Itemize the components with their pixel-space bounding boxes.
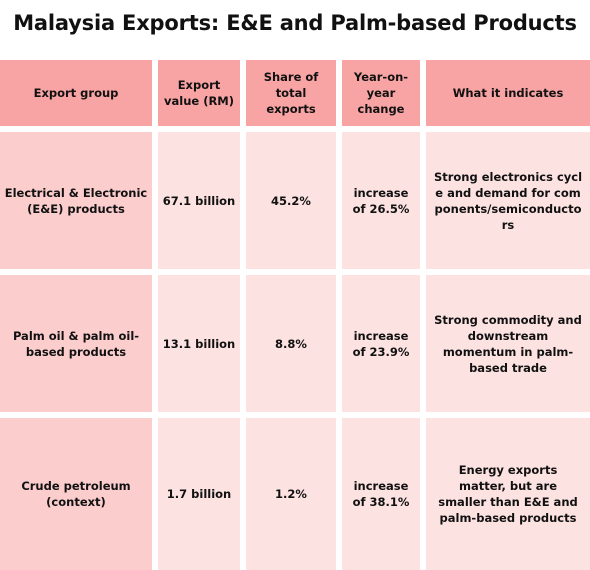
header-label: Export group xyxy=(33,86,119,100)
header-share-of-total: Share of total exports xyxy=(246,60,336,126)
row-1-export-group: Electrical & Electronic (E&E) products xyxy=(0,132,152,269)
cell-text: Palm oil & palm oil-based products xyxy=(12,328,140,359)
cell-text: Crude petroleum (context) xyxy=(21,479,131,509)
cell-text: Strong electronics cycle and demand for … xyxy=(433,169,583,232)
row-2-share: 8.8% xyxy=(246,275,336,412)
cell-text: increase of 38.1% xyxy=(352,479,410,509)
cell-text: increase of 23.9% xyxy=(352,328,410,359)
row-1-change: increase of 26.5% xyxy=(342,132,420,269)
row-3-export-group: Crude petroleum (context) xyxy=(0,418,152,570)
header-what-it-indicates: What it indicates xyxy=(426,60,590,126)
row-3-share: 1.2% xyxy=(246,418,336,570)
row-2-change: increase of 23.9% xyxy=(342,275,420,412)
cell-text: 45.2% xyxy=(271,193,311,208)
row-3-export-value: 1.7 billion xyxy=(158,418,240,570)
cell-text: 1.2% xyxy=(275,487,307,501)
cell-text: Electrical & Electronic (E&E) products xyxy=(4,185,148,216)
row-2-export-group: Palm oil & palm oil-based products xyxy=(0,275,152,412)
row-3-change: increase of 38.1% xyxy=(342,418,420,570)
header-label: Share of total exports xyxy=(263,70,319,116)
cell-text: 8.8% xyxy=(275,336,307,351)
cell-text: 1.7 billion xyxy=(166,487,232,501)
cell-text: Energy exports matter, but are smaller t… xyxy=(438,463,578,525)
header-label: Export value (RM) xyxy=(164,78,234,108)
row-2-indicates: Strong commodity and downstream momentum… xyxy=(426,275,590,412)
row-2-export-value: 13.1 billion xyxy=(158,275,240,412)
header-label: What it indicates xyxy=(452,86,564,100)
row-1-export-value: 67.1 billion xyxy=(158,132,240,269)
cell-text: Strong commodity and downstream momentum… xyxy=(434,312,582,375)
row-3-indicates: Energy exports matter, but are smaller t… xyxy=(426,418,590,570)
header-label: Year-on-year change xyxy=(353,70,409,116)
row-1-share: 45.2% xyxy=(246,132,336,269)
row-1-indicates: Strong electronics cycle and demand for … xyxy=(426,132,590,269)
header-export-value: Export value (RM) xyxy=(158,60,240,126)
cell-text: 67.1 billion xyxy=(162,193,236,208)
cell-text: 13.1 billion xyxy=(162,336,236,351)
header-export-group: Export group xyxy=(0,60,152,126)
cell-text: increase of 26.5% xyxy=(352,185,410,216)
header-year-on-year: Year-on-year change xyxy=(342,60,420,126)
page-title: Malaysia Exports: E&E and Palm-based Pro… xyxy=(13,11,577,35)
